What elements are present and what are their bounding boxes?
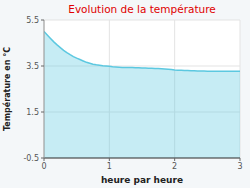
plot-background bbox=[44, 20, 240, 158]
tick-label: 1 bbox=[107, 162, 112, 171]
x-axis-label: heure par heure bbox=[101, 175, 183, 185]
chart: 0 1 2 3 -0.5 1.5 3.5 5.5 Evolution de la tempéra… bbox=[0, 0, 250, 188]
tick bbox=[240, 158, 241, 161]
title: Evolution de la température bbox=[68, 3, 215, 15]
tick-label: 1.5 bbox=[26, 108, 39, 117]
tick bbox=[41, 66, 44, 67]
y-axis bbox=[44, 20, 45, 158]
tick-label: 5.5 bbox=[26, 16, 39, 25]
x-axis bbox=[44, 158, 240, 159]
chart-container: 0 1 2 3 -0.5 1.5 3.5 5.5 Evolution de la tempéra… bbox=[0, 0, 250, 188]
tick-label: -0.5 bbox=[23, 154, 39, 163]
tick-label: 0 bbox=[41, 162, 46, 171]
tick bbox=[174, 158, 175, 161]
y-axis-label: Température en °C bbox=[2, 47, 12, 131]
tick bbox=[109, 158, 110, 161]
grid-line bbox=[44, 158, 240, 159]
ticks: 0 1 2 3 -0.5 1.5 3.5 5.5 bbox=[23, 16, 242, 171]
tick-label: 2 bbox=[172, 162, 177, 171]
tick bbox=[41, 158, 44, 159]
tick bbox=[41, 20, 44, 21]
line bbox=[44, 32, 240, 72]
tick bbox=[41, 112, 44, 113]
grid bbox=[44, 20, 240, 158]
grid-line bbox=[44, 20, 45, 158]
grid-line bbox=[44, 20, 240, 21]
tick-label: 3 bbox=[237, 162, 242, 171]
plot-area bbox=[44, 32, 240, 159]
tick-label: 3.5 bbox=[26, 62, 39, 71]
area bbox=[44, 32, 240, 159]
